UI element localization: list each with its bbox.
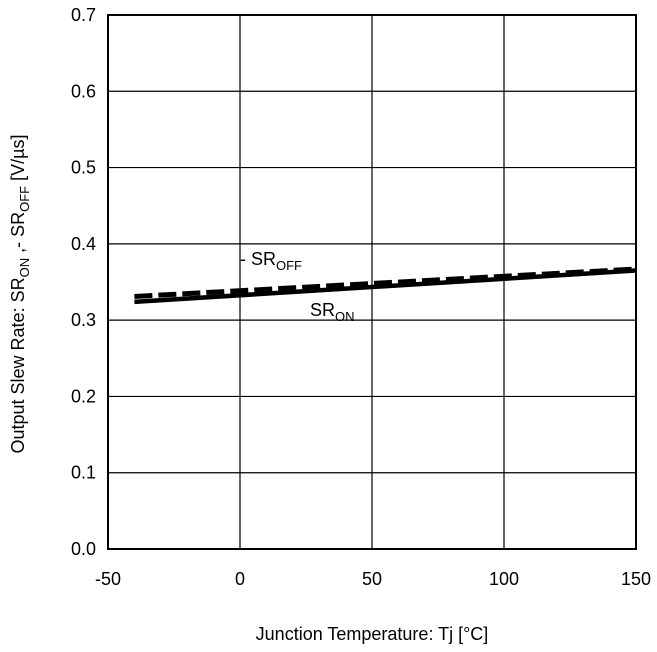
y-tick-label: 0.0 [71,539,96,559]
x-tick-labels: -50 0 50 100 150 [95,569,651,589]
y-tick-label: 0.3 [71,310,96,330]
series-labels: - SROFF SRON [240,249,355,324]
series-lines [134,266,637,305]
x-tick-label: 150 [621,569,651,589]
y-tick-label: 0.7 [71,5,96,25]
y-axis-title: Output Slew Rate: SRON ,- SROFF [V/µs] [8,135,32,454]
series-line-on [134,268,637,305]
x-tick-label: -50 [95,569,121,589]
grid [108,15,636,549]
series-label-on: SRON [310,300,355,324]
plot-frame [107,14,637,550]
y-tick-label: 0.6 [71,81,96,101]
x-tick-label: 0 [235,569,245,589]
y-tick-label: 0.4 [71,234,96,254]
y-tick-labels: 0.0 0.1 0.2 0.3 0.4 0.5 0.6 0.7 [71,5,96,559]
x-tick-label: 50 [362,569,382,589]
series-label-off: - SROFF [240,249,302,273]
y-tick-label: 0.5 [71,158,96,178]
y-tick-label: 0.2 [71,386,96,406]
y-tick-label: 0.1 [71,463,96,483]
x-tick-label: 100 [489,569,519,589]
x-axis-title: Junction Temperature: Tj [°C] [256,624,489,644]
